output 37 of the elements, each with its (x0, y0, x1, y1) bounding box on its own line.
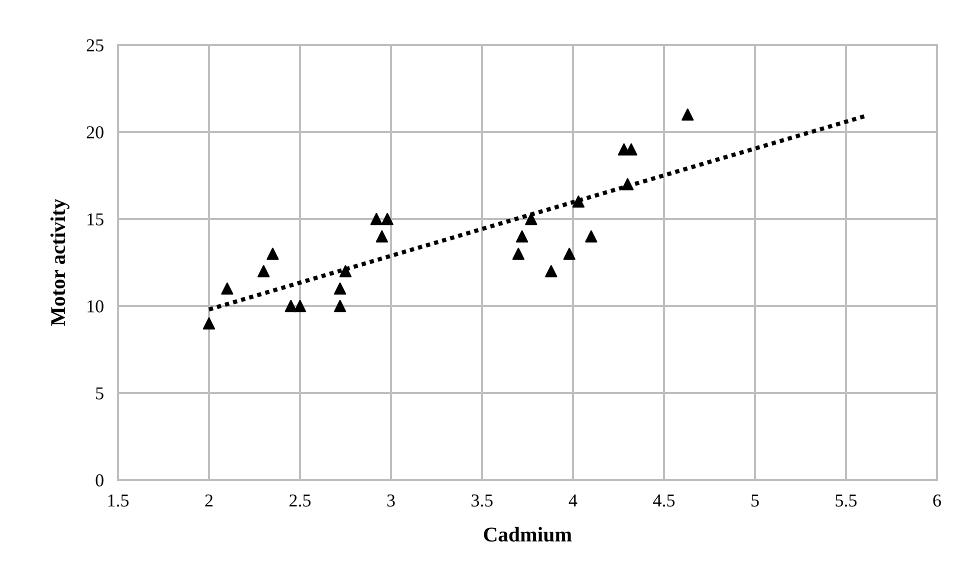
x-tick-label: 2 (205, 494, 213, 506)
point (545, 265, 558, 278)
point (334, 300, 346, 312)
point (284, 300, 297, 312)
point (682, 108, 694, 121)
x-tick-label: 2.5 (290, 494, 311, 507)
y-tick-label: 10 (88, 300, 104, 312)
point (202, 317, 216, 330)
x-tick-label: 1.5 (108, 494, 129, 507)
point (294, 300, 306, 312)
x-tick-label: 3 (387, 494, 395, 507)
y-tick-label: 25 (86, 39, 104, 52)
point (339, 265, 352, 278)
y-tick-label: 20 (86, 126, 104, 138)
point (266, 248, 279, 260)
point (258, 265, 270, 278)
x-axis-title: Cadmium (484, 526, 572, 542)
x-tick-label: 5.5 (836, 494, 857, 507)
y-tick-label: 5 (96, 387, 104, 400)
x-tick-label: 4.5 (653, 494, 675, 507)
point (221, 282, 234, 295)
x-tick-label: 5 (752, 494, 759, 507)
y-tick-label: 15 (88, 213, 104, 226)
x-tick-label: 4 (568, 494, 578, 506)
y-tick-label: 0 (96, 474, 104, 486)
x-tick-label: 3.5 (472, 494, 493, 507)
point (381, 212, 394, 226)
point (525, 212, 538, 226)
x-tick-label: 6 (933, 494, 941, 507)
point (370, 212, 383, 226)
point (563, 248, 576, 260)
point (334, 282, 346, 295)
point (516, 230, 528, 242)
point (585, 230, 598, 242)
point (512, 248, 524, 260)
y-axis-title: Motor activity (50, 198, 70, 326)
point (376, 230, 388, 242)
